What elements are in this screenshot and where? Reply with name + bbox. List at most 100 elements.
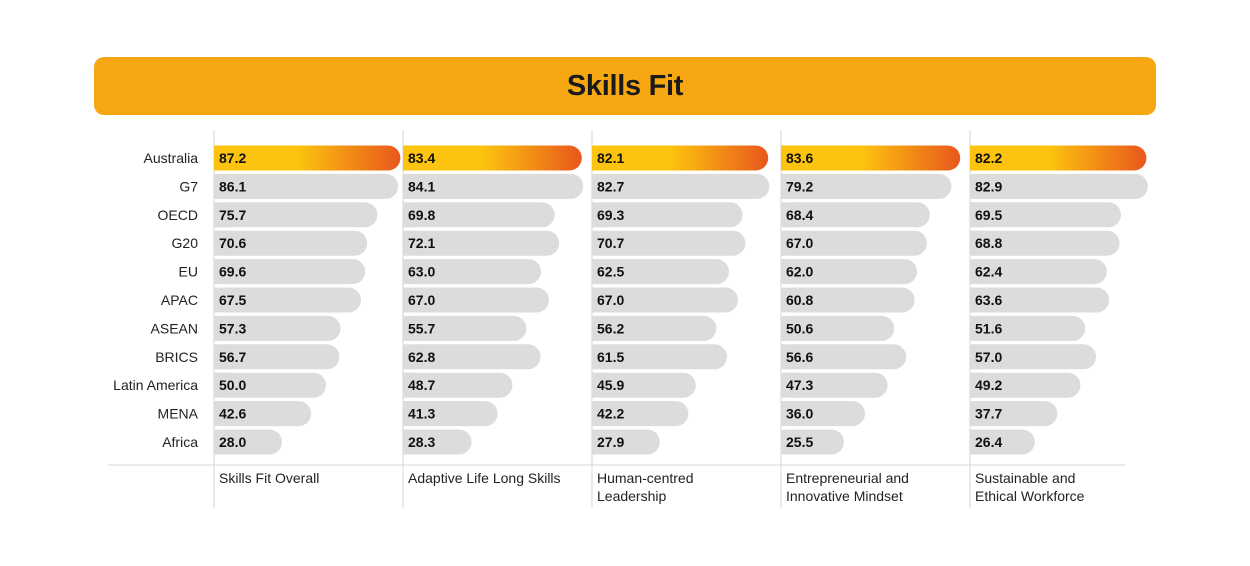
value-label: 37.7 (975, 406, 1002, 422)
value-label: 69.8 (408, 207, 435, 223)
column-label: Entrepreneurial and Innovative Mindset (786, 469, 966, 505)
bar (403, 173, 584, 199)
bar (592, 259, 729, 285)
bar-left-cap (781, 259, 795, 285)
bars (214, 145, 1148, 455)
bar-left-cap (970, 145, 984, 171)
value-label: 67.0 (597, 292, 624, 308)
value-label: 70.6 (219, 235, 246, 251)
category-labels: Australia G7 OECD G20 EU APAC ASEAN BRICS Latin … (113, 150, 198, 450)
bar-left-cap (403, 429, 417, 455)
bar (592, 315, 717, 341)
value-label: 82.1 (597, 150, 624, 166)
bar-left-cap (781, 372, 795, 398)
value-label: 26.4 (975, 434, 1002, 450)
bar-left-cap (781, 344, 795, 370)
value-label: 63.0 (408, 264, 435, 280)
bar-left-cap (214, 259, 228, 285)
bar-left-cap (781, 287, 795, 313)
bar (970, 259, 1107, 285)
bar-left-cap (970, 202, 984, 228)
value-label: 48.7 (408, 377, 435, 393)
value-label: 42.2 (597, 406, 624, 422)
bar-left-cap (214, 230, 228, 256)
category-label: BRICS (155, 349, 198, 365)
value-label: 83.6 (786, 150, 813, 166)
bar-left-cap (592, 230, 606, 256)
bar-left-cap (592, 173, 606, 199)
category-label: Australia (144, 150, 199, 166)
bar (781, 202, 930, 228)
bar (403, 202, 555, 228)
title-banner: Skills Fit (94, 57, 1156, 115)
bar-highlight (403, 145, 582, 171)
bar (592, 401, 689, 427)
bar-left-cap (403, 202, 417, 228)
bar-left-cap (214, 287, 228, 313)
bar-left-cap (403, 145, 417, 171)
bar (592, 372, 696, 398)
column-label-line: Leadership (597, 488, 667, 504)
value-label: 41.3 (408, 406, 435, 422)
bar (970, 287, 1110, 313)
bar (403, 259, 541, 285)
bar-left-cap (781, 401, 795, 427)
bar (214, 230, 368, 256)
category-label: ASEAN (151, 320, 198, 336)
bar-left-cap (592, 287, 606, 313)
value-label: 82.9 (975, 178, 1002, 194)
bar-left-cap (403, 401, 417, 427)
bar (970, 230, 1120, 256)
bar (403, 401, 498, 427)
value-label: 79.2 (786, 178, 813, 194)
bar-left-cap (592, 429, 606, 455)
category-label: G20 (172, 235, 199, 251)
bar-left-cap (781, 173, 795, 199)
bar-left-cap (214, 315, 228, 341)
bar-left-cap (403, 344, 417, 370)
value-label: 56.6 (786, 349, 813, 365)
bar-left-cap (214, 401, 228, 427)
bar-left-cap (403, 372, 417, 398)
bar (781, 259, 917, 285)
bar (403, 287, 549, 313)
bar-left-cap (970, 315, 984, 341)
bar (214, 401, 312, 427)
value-label: 55.7 (408, 320, 435, 336)
bar-left-cap (214, 429, 228, 455)
bar-left-cap (214, 202, 228, 228)
bar-left-cap (592, 401, 606, 427)
bar (403, 230, 560, 256)
value-label: 62.4 (975, 264, 1002, 280)
category-label: Africa (162, 434, 198, 450)
category-label: MENA (158, 406, 199, 422)
value-label: 57.0 (975, 349, 1002, 365)
value-label: 47.3 (786, 377, 813, 393)
bar-highlight (592, 145, 769, 171)
value-label: 67.0 (786, 235, 813, 251)
bar (781, 429, 844, 455)
value-label: 42.6 (219, 406, 246, 422)
bar (781, 287, 915, 313)
bar (214, 202, 378, 228)
chart-title: Skills Fit (566, 69, 684, 102)
bar-left-cap (214, 173, 228, 199)
bar (214, 259, 366, 285)
value-label: 87.2 (219, 150, 246, 166)
column-label: Adaptive Life Long Skills (408, 469, 588, 487)
bar (970, 202, 1121, 228)
bar (592, 429, 660, 455)
bar (781, 173, 952, 199)
bar (781, 372, 888, 398)
value-label: 57.3 (219, 320, 246, 336)
bar-highlight (781, 145, 961, 171)
column-label-line: Entrepreneurial and (786, 470, 909, 486)
category-label: G7 (179, 178, 198, 194)
column-label-line: Sustainable and (975, 470, 1076, 486)
column-label-line: Skills Fit Overall (219, 470, 320, 486)
value-label: 56.2 (597, 320, 624, 336)
value-label: 36.0 (786, 406, 813, 422)
bar-left-cap (781, 202, 795, 228)
bar (403, 315, 527, 341)
column-label-line: Ethical Workforce (975, 488, 1085, 504)
